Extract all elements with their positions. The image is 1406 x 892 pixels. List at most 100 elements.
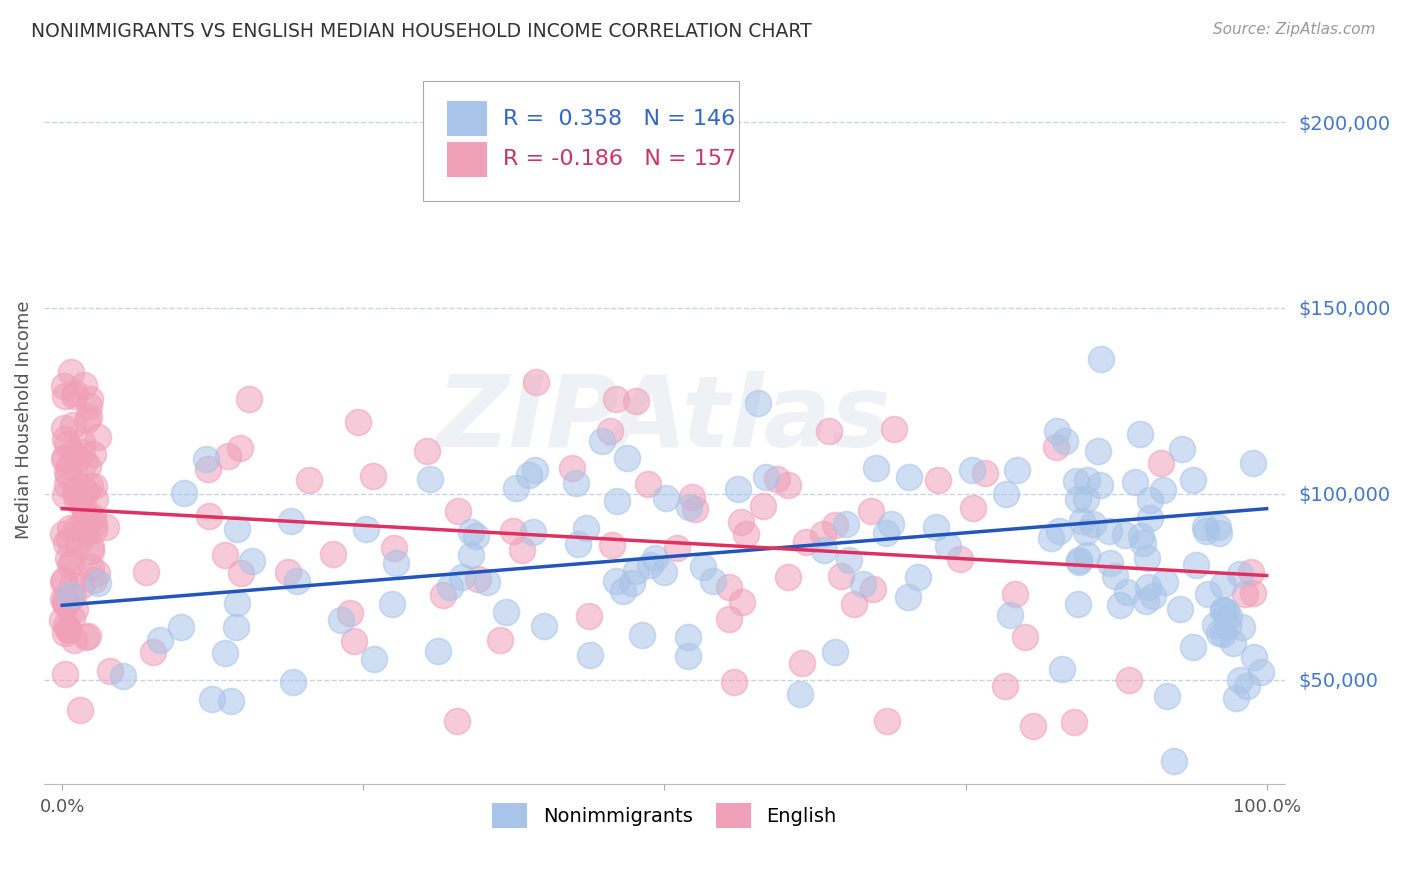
Point (84, 491, 107, 506)
Point (75, 485, 97, 500)
Point (229, 566, 252, 581)
Point (55, 625, 77, 640)
Point (83, 479, 105, 493)
Point (55, 599, 77, 613)
Point (135, 566, 157, 580)
Point (149, 632, 172, 647)
Point (1208, 526, 1230, 541)
Point (1090, 351, 1112, 366)
Point (794, 534, 817, 549)
Point (58, 458, 80, 473)
FancyBboxPatch shape (447, 101, 486, 136)
Point (465, 529, 488, 543)
Point (630, 628, 652, 642)
Point (883, 422, 905, 436)
Point (330, 613, 353, 627)
Point (195, 451, 218, 466)
Point (1064, 475, 1087, 489)
Point (62, 418, 84, 433)
Point (201, 691, 224, 706)
Point (80, 560, 103, 574)
Point (731, 595, 754, 609)
Point (53, 421, 76, 435)
Y-axis label: Median Household Income: Median Household Income (15, 301, 32, 539)
Point (53, 596, 76, 610)
Point (602, 538, 624, 552)
Point (1218, 609, 1240, 624)
Point (58, 469, 80, 483)
Point (723, 675, 745, 690)
Point (59, 588, 82, 602)
Point (1116, 585, 1139, 599)
Point (62, 633, 84, 648)
Point (626, 564, 648, 578)
Point (55, 536, 77, 550)
Point (1215, 603, 1237, 617)
Point (838, 553, 860, 567)
Point (605, 574, 627, 589)
Point (605, 392, 627, 406)
Point (960, 462, 983, 476)
Point (811, 527, 834, 541)
Point (63, 602, 86, 616)
Point (432, 588, 454, 602)
Point (1045, 440, 1067, 454)
Point (1222, 636, 1244, 650)
Point (524, 462, 547, 476)
Point (83, 573, 105, 587)
Point (1194, 519, 1216, 533)
Point (637, 477, 659, 491)
Point (1243, 649, 1265, 664)
Point (70, 435, 93, 450)
Point (702, 574, 724, 588)
Point (1250, 665, 1272, 680)
Point (1236, 679, 1258, 693)
Point (354, 522, 377, 536)
Point (565, 475, 588, 490)
Point (79, 511, 101, 525)
Point (835, 516, 858, 531)
Point (1046, 424, 1069, 438)
Point (678, 500, 700, 514)
Point (447, 504, 470, 518)
Point (778, 477, 800, 491)
Point (53, 450, 76, 465)
Point (842, 597, 865, 611)
Point (488, 633, 510, 648)
Point (63, 486, 86, 500)
Point (1234, 587, 1257, 601)
Point (214, 646, 236, 660)
Legend: Nonimmigrants, English: Nonimmigrants, English (484, 796, 845, 836)
Point (852, 577, 875, 591)
Point (1076, 473, 1098, 487)
Point (66, 493, 89, 508)
Point (56, 465, 79, 479)
Point (591, 434, 613, 449)
Point (1104, 569, 1126, 583)
Point (1040, 531, 1063, 545)
Point (875, 525, 897, 540)
Point (59, 521, 82, 535)
Point (778, 570, 800, 584)
Point (170, 620, 193, 634)
Point (1229, 673, 1251, 687)
Point (654, 491, 676, 506)
Point (790, 657, 813, 671)
Point (517, 467, 540, 482)
Point (322, 547, 344, 561)
Point (52, 575, 75, 590)
Point (451, 570, 474, 584)
Point (512, 542, 534, 557)
Point (82, 447, 104, 461)
Point (681, 490, 703, 504)
Point (1081, 517, 1104, 532)
Point (53, 488, 76, 502)
Point (879, 516, 901, 531)
Point (727, 482, 749, 496)
Point (79, 478, 101, 492)
Text: R = -0.186   N = 157: R = -0.186 N = 157 (503, 149, 737, 169)
Point (994, 679, 1017, 693)
Point (1229, 567, 1251, 582)
Point (616, 451, 638, 466)
Point (730, 515, 752, 529)
